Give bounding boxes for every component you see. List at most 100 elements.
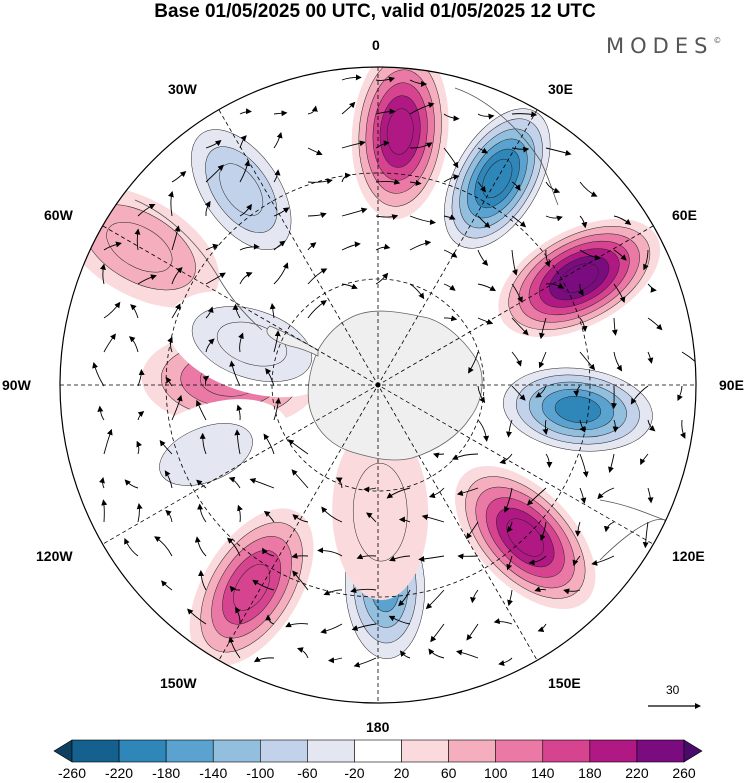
colorbar-tick-label: 180 [578, 765, 602, 781]
wind-arrow [353, 657, 377, 668]
colorbar-swatch [589, 739, 638, 763]
wind-arrow [398, 516, 411, 523]
wind-arrow [263, 510, 275, 523]
wind-arrow [101, 499, 108, 523]
wind-arrow [321, 506, 343, 523]
wind-arrow [545, 215, 563, 222]
wind-arrow [239, 203, 252, 217]
colorbar-tick-label: -180 [152, 765, 181, 781]
wind-arrow [579, 351, 596, 371]
wind-arrow [269, 303, 276, 319]
wind-arrow [398, 589, 411, 607]
wind-arrow [443, 249, 458, 258]
wind-arrow [430, 623, 445, 643]
wind-arrow [273, 262, 289, 285]
wind-arrow [506, 419, 513, 438]
wind-arrow [363, 486, 377, 493]
wind-arrow [164, 470, 173, 489]
wind-arrow [375, 243, 391, 251]
wind-arrow [234, 429, 241, 455]
wind-arrow [545, 147, 572, 156]
wind-arrow [409, 102, 435, 115]
colorbar-tick-label: -260 [57, 765, 87, 781]
map-boundary [59, 66, 697, 704]
wind-arrow [456, 487, 479, 497]
colorbar-swatch [260, 739, 308, 763]
wind-arrow [239, 243, 260, 251]
colorbar-tick-label: -100 [246, 765, 275, 781]
wind-arrow [99, 477, 105, 489]
wind-arrow [534, 586, 547, 593]
wind-arrow [103, 241, 122, 251]
wind-arrow [171, 266, 183, 285]
colorbar-tick-label: 100 [484, 765, 508, 781]
wind-arrow [511, 215, 527, 228]
wind-arrow [167, 336, 173, 353]
colorbar-tick-label: -20 [344, 765, 365, 781]
anomaly-contour [386, 108, 414, 155]
wind-arrow [307, 147, 323, 156]
wind-arrow [273, 330, 281, 353]
wind-arrow [511, 351, 522, 367]
wind-arrow [307, 212, 327, 219]
wind-arrow [425, 589, 445, 610]
wind-arrow [409, 142, 433, 149]
wind-arrow [341, 283, 358, 290]
wind-arrow [388, 615, 411, 625]
wind-arrow [228, 636, 241, 659]
wind-arrow [603, 521, 615, 533]
wind-arrow [640, 453, 649, 466]
brand-logo: MODES© [606, 34, 721, 58]
wind-arrow [443, 147, 459, 169]
wind-arrow [375, 272, 389, 285]
wind-arrow [545, 181, 561, 194]
lon-label-30w: 30W [168, 81, 197, 97]
wind-arrow [677, 385, 683, 402]
wind-arrow [154, 536, 173, 557]
wind-arrow [511, 146, 530, 153]
wind-arrow [443, 283, 456, 291]
wind-arrow [545, 282, 565, 289]
wind-arrow [498, 657, 513, 666]
wind-arrow [161, 580, 173, 591]
wind-arrow [327, 657, 343, 664]
wind-arrow [375, 140, 390, 149]
wind-arrow [443, 113, 460, 122]
colorbar-tick-label: 260 [672, 765, 696, 781]
lon-label-90w: 90W [2, 377, 31, 393]
map-title: Base 01/05/2025 00 UTC, valid 01/05/2025… [154, 1, 596, 22]
colorbar-swatch [307, 739, 355, 763]
wind-arrow [350, 587, 377, 594]
wind-arrow [477, 419, 490, 442]
wind-arrow [477, 385, 486, 404]
wind-arrow [506, 555, 513, 571]
wind-arrow [466, 623, 479, 641]
colorbar-tick-label: -220 [105, 765, 134, 781]
wind-arrow [130, 304, 139, 319]
wind-arrow [579, 317, 588, 333]
wind-arrow [579, 419, 586, 433]
wind-arrow [137, 410, 145, 421]
wind-arrow [630, 385, 649, 405]
wind-arrow [608, 453, 615, 474]
wind-arrow [236, 404, 243, 421]
wind-arrow [129, 336, 139, 353]
wind-arrow [443, 174, 460, 183]
colorbar-swatch [118, 739, 167, 763]
wind-arrow [235, 606, 241, 625]
lon-label-150e: 150E [548, 675, 581, 691]
wind-arrow [591, 555, 615, 566]
wind-arrow [375, 76, 395, 83]
wind-arrow [273, 207, 290, 217]
wind-arrow [238, 332, 244, 353]
wind-arrow [168, 190, 174, 217]
wind-arrow [642, 521, 649, 549]
anomaly-neg-110w [122, 399, 290, 510]
wind-arrow [511, 249, 518, 276]
wind-arrow [579, 487, 587, 504]
wind-arrow [477, 181, 486, 193]
wind-arrow [613, 283, 626, 304]
wind-arrow [511, 283, 523, 303]
wind-arrow [538, 317, 547, 340]
